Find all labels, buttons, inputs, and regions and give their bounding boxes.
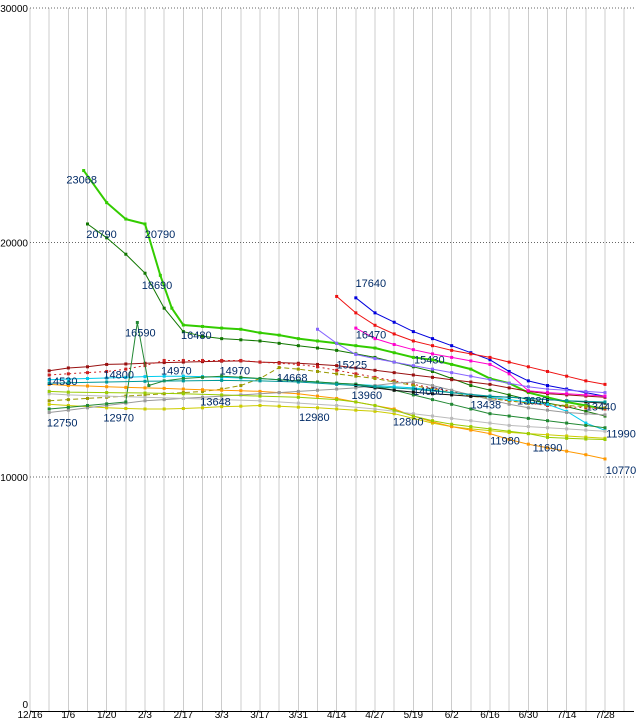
y-tick-label: 20000 [0, 239, 28, 250]
x-tick-label: 7/14 [557, 710, 577, 720]
x-tick-label: 3/17 [250, 710, 270, 720]
x-tick-label: 4/14 [327, 710, 347, 720]
x-tick-label: 6/16 [480, 710, 500, 720]
value-label-11690: 11690 [533, 442, 563, 454]
x-tick-label: 1/20 [97, 710, 117, 720]
value-label-14668: 14668 [277, 373, 308, 385]
x-tick-label: 2/3 [138, 710, 152, 720]
value-label-10770: 10770 [606, 465, 637, 477]
x-tick-label: 1/6 [61, 710, 75, 720]
series-red [335, 294, 607, 386]
value-label-12750: 12750 [47, 418, 78, 430]
value-label-15430: 15430 [414, 355, 445, 367]
x-tick-label: 12/16 [17, 710, 42, 720]
x-tick-label: 6/2 [445, 710, 459, 720]
value-label-20790: 20790 [145, 229, 176, 241]
value-label-13648: 13648 [200, 397, 231, 409]
value-label-20790: 20790 [86, 229, 117, 241]
value-label-17640: 17640 [356, 278, 387, 290]
x-tick-label: 4/27 [365, 710, 385, 720]
value-label-14050: 14050 [413, 386, 444, 398]
value-label-18690: 18690 [142, 280, 173, 292]
value-label-13440: 13440 [586, 401, 617, 413]
value-label-12800: 12800 [393, 416, 424, 428]
value-label-14970: 14970 [220, 366, 251, 378]
value-labels: 23068 20790 16480 20790 18690 14530 14800 14970… [47, 175, 636, 477]
value-label-13680: 13680 [517, 396, 548, 408]
value-label-12980: 12980 [299, 412, 330, 424]
axis-labels: 0 10000 20000 30000 12/16 1/6 1/20 2/3 2/17 3/3 3/… [0, 4, 615, 720]
value-label-14800: 14800 [103, 369, 134, 381]
value-label-16590: 16590 [125, 328, 156, 340]
series-violet [316, 327, 607, 395]
series-yellow-green [47, 389, 607, 441]
value-label-12970: 12970 [103, 412, 134, 424]
y-tick-label: 30000 [0, 4, 28, 15]
value-label-14530: 14530 [47, 376, 78, 388]
x-tick-label: 3/3 [215, 710, 229, 720]
x-tick-label: 3/31 [289, 710, 309, 720]
value-label-13438: 13438 [471, 399, 502, 411]
gridlines [29, 7, 634, 712]
x-tick-label: 6/30 [519, 710, 539, 720]
y-tick-label: 10000 [0, 473, 28, 484]
value-label-16480: 16480 [181, 330, 212, 342]
value-label-13960: 13960 [352, 390, 383, 402]
series-gray-light [47, 392, 607, 433]
x-tick-label: 7/28 [595, 710, 615, 720]
y-tick-label: 0 [22, 700, 28, 711]
value-label-11980: 11980 [490, 436, 520, 448]
value-label-11990: 11990 [606, 428, 636, 440]
x-tick-label: 5/19 [404, 710, 424, 720]
value-label-14970: 14970 [161, 366, 192, 378]
value-label-16470: 16470 [356, 329, 387, 341]
value-label-23068: 23068 [66, 175, 97, 187]
value-label-15225: 15225 [337, 360, 368, 372]
x-tick-label: 2/17 [174, 710, 194, 720]
series-blue [354, 296, 607, 398]
series-magenta [354, 326, 607, 398]
series-teal [47, 378, 607, 404]
